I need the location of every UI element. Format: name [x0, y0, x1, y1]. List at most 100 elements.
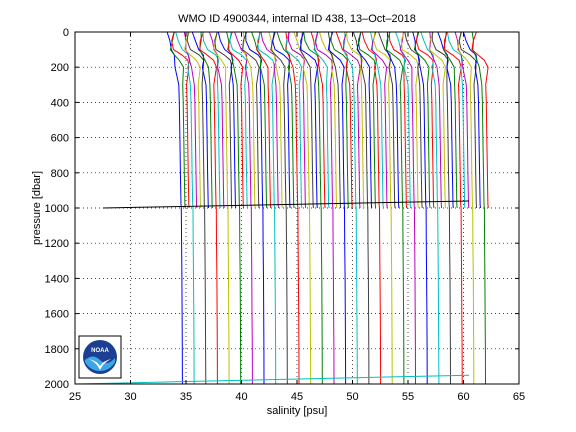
y-tick-label: 800 — [51, 168, 69, 180]
logo-gull-icon — [89, 359, 111, 370]
profile-line — [443, 31, 463, 385]
profile-line — [462, 31, 481, 209]
profile-line — [404, 31, 423, 209]
profile-line — [327, 31, 342, 209]
profile-line — [471, 31, 489, 209]
profile-line — [388, 31, 408, 209]
profile-line — [256, 31, 272, 209]
x-tick-labels: 25 30 35 40 45 50 55 60 65 — [69, 391, 525, 403]
x-axis-label: salinity [psu] — [267, 405, 328, 417]
profile-line — [303, 31, 323, 385]
profile-line — [276, 31, 295, 209]
profile-line — [217, 31, 237, 209]
noaa-logo: NOAA — [78, 335, 122, 379]
ticks — [74, 31, 520, 385]
profile-line — [257, 31, 277, 385]
profile-line — [458, 31, 478, 209]
profile-line — [431, 32, 451, 385]
y-tick-label: 1400 — [45, 273, 69, 285]
profile-line — [175, 31, 195, 385]
profile-line — [399, 31, 416, 385]
profile-line — [456, 31, 475, 385]
profile-line — [370, 31, 384, 209]
profile-line — [300, 31, 319, 209]
profile-line — [428, 31, 447, 209]
profile-line — [385, 31, 405, 385]
profile-line — [285, 31, 300, 385]
profile-line — [184, 31, 202, 209]
x-tick-label: 40 — [235, 391, 247, 403]
profile-line — [327, 31, 347, 385]
y-tick-label: 400 — [51, 97, 69, 109]
annotation-line — [102, 200, 470, 209]
profile-line — [227, 31, 244, 209]
profile-line — [299, 31, 314, 209]
chart-title: WMO ID 4900344, internal ID 438, 13–Oct–… — [178, 13, 416, 25]
profile-line — [413, 31, 431, 209]
profile-line — [471, 31, 486, 385]
profile-line — [183, 31, 198, 209]
x-tick-label: 45 — [291, 391, 303, 403]
profile-line — [314, 31, 335, 385]
y-tick-label: 600 — [51, 133, 69, 145]
profile-line — [186, 31, 207, 385]
profile-line — [313, 31, 330, 209]
annotations — [74, 200, 470, 385]
plot-area — [74, 31, 520, 385]
profiles — [166, 31, 489, 385]
y-tick-label: 1200 — [45, 238, 69, 250]
profile-line — [245, 31, 265, 385]
y-tick-label: 1000 — [45, 203, 69, 215]
profile-line — [202, 31, 221, 209]
profile-line — [268, 31, 283, 209]
profile-line — [335, 31, 353, 209]
profile-line — [400, 31, 419, 209]
profile-line — [342, 31, 358, 385]
profile-line — [242, 31, 260, 209]
profile-line — [229, 31, 248, 209]
x-tick-label: 60 — [457, 391, 469, 403]
profile-line — [284, 31, 303, 209]
logo-text: NOAA — [91, 348, 109, 354]
profile-line — [361, 31, 382, 385]
y-tick-label: 1800 — [45, 344, 69, 356]
profile-line — [199, 31, 218, 385]
x-tick-label: 35 — [180, 391, 192, 403]
y-tick-label: 200 — [51, 62, 69, 74]
y-tick-label: 2000 — [45, 379, 69, 391]
profile-line — [343, 31, 361, 209]
profile-line — [330, 31, 349, 209]
profile-line — [272, 31, 291, 209]
y-tick-label: 0 — [63, 27, 69, 39]
x-tick-label: 30 — [124, 391, 136, 403]
annotation-line — [74, 374, 470, 385]
profile-line — [442, 31, 458, 209]
profile-line — [214, 31, 233, 209]
profile-line — [415, 31, 435, 209]
profile-line — [454, 31, 470, 209]
profile-line — [370, 31, 388, 209]
profile-line — [373, 31, 393, 385]
x-tick-label: 50 — [346, 391, 358, 403]
profile-line — [346, 31, 365, 209]
profile-line — [270, 31, 288, 385]
profile-line — [357, 31, 377, 209]
profile-line — [169, 31, 186, 209]
profile-line — [191, 31, 209, 209]
profile-line — [437, 31, 454, 209]
grid — [75, 32, 519, 384]
x-tick-label: 25 — [69, 391, 81, 403]
profile-line — [171, 31, 190, 209]
x-tick-label: 65 — [513, 391, 525, 403]
profile-line — [212, 31, 230, 385]
profile-line — [287, 31, 307, 209]
y-axis-label: pressure [dbar] — [31, 171, 43, 245]
profile-line — [446, 31, 466, 209]
profile-line — [356, 31, 373, 209]
y-tick-labels: 0 200 400 600 800 1000 1200 1400 1600 1800 2000 — [45, 27, 69, 391]
profile-line — [319, 31, 338, 209]
y-tick-label: 1600 — [45, 309, 69, 321]
x-tick-label: 55 — [402, 391, 414, 403]
profile-line — [378, 31, 396, 209]
